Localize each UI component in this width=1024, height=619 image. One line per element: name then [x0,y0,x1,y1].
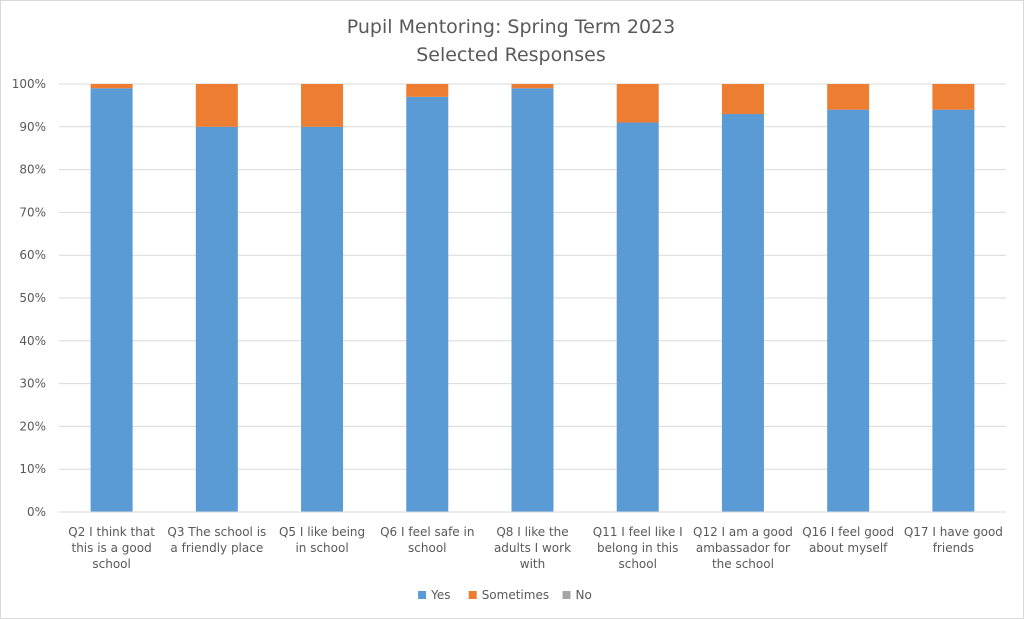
bar-yes [932,109,975,513]
bar-yes [616,122,659,513]
x-category-label: Q5 I like being [279,525,365,539]
y-tick-label: 30% [19,377,46,391]
x-category-label: Q8 I like the [496,525,568,539]
x-category-label: school [92,557,130,571]
x-category-label: Q6 I feel safe in [380,525,474,539]
x-category-label: about myself [809,541,888,555]
bar-sometimes [721,84,764,114]
bar-sometimes [616,84,659,123]
legend-swatch-no [562,591,571,599]
bar-yes [301,126,344,513]
legend-label-sometimes: Sometimes [482,588,549,602]
bar-sometimes [90,84,133,89]
y-tick-label: 50% [19,291,46,305]
y-tick-label: 70% [19,205,46,219]
bar-yes [511,88,554,512]
x-category-label: with [520,557,545,571]
bar-sometimes [195,84,238,127]
bar-yes [90,88,133,512]
x-category-label: Q17 I have good [904,525,1003,539]
legend-swatch-yes [418,591,427,599]
x-category-label: ambassador for [696,541,790,555]
x-category-label: Q11 I feel like I [593,525,683,539]
chart-title-line-1: Pupil Mentoring: Spring Term 2023 [347,16,675,38]
x-category-label: in school [295,541,348,555]
x-category-label: adults I work [494,541,571,555]
y-tick-label: 100% [12,77,46,91]
x-category-label: this is a good [72,541,152,555]
bar-sometimes [827,84,870,110]
x-category-label: school [408,541,446,555]
x-category-label: school [618,557,656,571]
bar-yes [827,109,870,513]
bar-sometimes [406,84,449,97]
bar-sometimes [301,84,344,127]
x-category-label: belong in this [597,541,678,555]
x-category-label: Q16 I feel good [802,525,894,539]
legend-label-yes: Yes [430,588,450,602]
bar-yes [406,96,449,512]
y-tick-label: 40% [19,334,46,348]
chart-title-line-2: Selected Responses [416,44,606,66]
x-category-label: the school [712,557,774,571]
bar-yes [721,113,764,513]
x-category-label: Q2 I think that [68,525,155,539]
x-category-label: Q12 I am a good [693,525,793,539]
y-tick-label: 60% [19,248,46,262]
bar-yes [195,126,238,513]
y-tick-label: 90% [19,120,46,134]
legend-label-no: No [576,588,592,602]
y-tick-label: 0% [27,505,46,519]
x-category-label: Q3 The school is [167,525,266,539]
x-category-label: a friendly place [170,541,263,555]
y-tick-label: 80% [19,163,46,177]
legend-swatch-sometimes [468,591,477,599]
bar-sometimes [932,84,975,110]
x-category-label: friends [933,541,974,555]
y-tick-label: 20% [19,419,46,433]
y-tick-label: 10% [19,462,46,476]
bar-sometimes [511,84,554,89]
